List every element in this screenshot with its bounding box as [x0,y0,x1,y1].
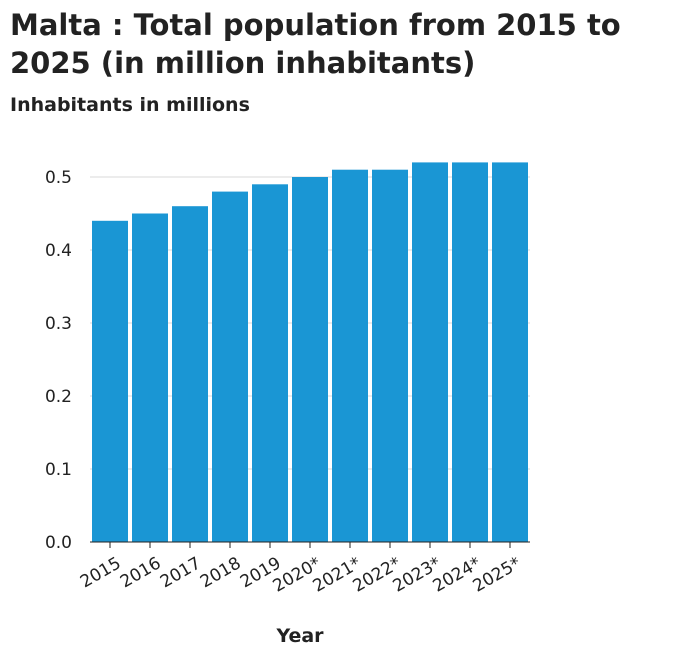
y-tick-label: 0.4 [45,241,72,261]
x-axis-ticks: 201520162017201820192020*2021*2022*2023*… [77,542,525,597]
bars [92,162,528,543]
bar-2025 [492,162,528,542]
bar-2018 [212,191,248,542]
x-tick-label: 2018 [197,553,244,592]
bar-2017 [172,206,208,542]
x-tick-label: 2015 [77,553,124,592]
bar-2020 [292,177,328,542]
y-tick-label: 0.1 [45,460,72,480]
x-tick-label: 2016 [117,553,164,592]
bar-2023 [412,162,448,542]
bar-2024 [452,162,488,542]
y-tick-label: 0.5 [45,168,72,188]
y-tick-label: 0.0 [45,533,72,553]
x-tick-label: 2017 [157,553,204,592]
bar-2015 [92,220,128,543]
x-axis-label: Year [275,625,324,647]
bar-2021 [332,169,368,542]
chart-title: Malta : Total population from 2015 to 20… [10,8,621,80]
bar-2022 [372,169,408,542]
y-axis-ticks: 0.0 0.1 0.2 0.3 0.4 0.5 [45,168,72,553]
bar-2019 [252,184,288,543]
bar-2016 [132,213,168,542]
y-tick-label: 0.3 [45,314,72,334]
y-tick-label: 0.2 [45,387,72,407]
y-axis-label: Inhabitants in millions [10,94,250,116]
